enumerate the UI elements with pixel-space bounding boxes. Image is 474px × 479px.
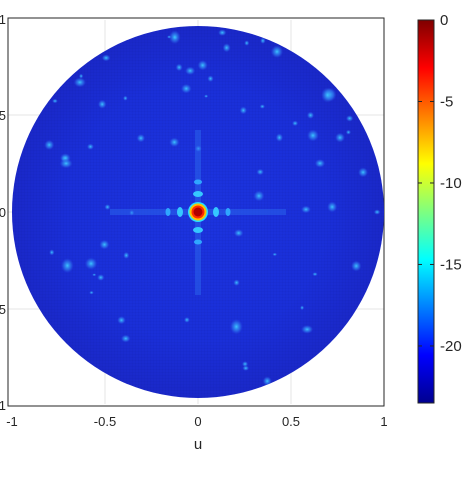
sidelobe-spot <box>351 260 362 272</box>
sidelobe-spot <box>120 334 131 343</box>
sidelobe-spot <box>207 75 214 82</box>
sidelobe-spot <box>314 159 326 168</box>
sidelobe-spot <box>180 83 192 94</box>
sidelobe-spot <box>312 272 318 277</box>
sidelobe-spots <box>44 29 381 386</box>
sidelobe-spot <box>260 37 266 44</box>
sidelobe-spot <box>253 190 265 202</box>
x-tick-label: 0 <box>194 414 201 429</box>
sidelobe-spot <box>241 361 249 367</box>
sidelobe-spot <box>129 209 135 216</box>
sidelobe-spot <box>275 133 284 142</box>
sidelobe-spot <box>345 129 352 135</box>
sidelobe-spot <box>86 143 94 150</box>
sidelobe-spot <box>373 209 381 215</box>
x-axis-label: u <box>194 436 202 453</box>
sidelobe-spot <box>262 376 272 386</box>
y-tick-label: 1 <box>0 398 6 413</box>
y-tick-label: 0 <box>0 205 6 220</box>
colorbar-frame <box>417 19 435 404</box>
x-tick-label: -1 <box>6 414 18 429</box>
sidelobe-spot <box>256 168 264 176</box>
sidelobe-spot <box>84 257 98 270</box>
sidelobe-spot <box>300 305 305 311</box>
sidelobe-spot <box>270 45 284 59</box>
sidelobe-spot <box>259 104 266 109</box>
colorbar-tick-label: -20 <box>440 338 462 355</box>
sidelobe-spot <box>123 251 130 259</box>
sidelobe-spot <box>233 229 244 237</box>
sidelobe-spot <box>101 54 111 62</box>
sidelobe-spot <box>117 316 126 325</box>
sidelobe-spot <box>59 158 73 169</box>
sidelobe-spot <box>99 239 110 250</box>
sidelobe-spot <box>79 73 84 79</box>
sidelobe-spot <box>335 132 345 143</box>
colorbar-tick-label: -15 <box>440 256 462 273</box>
sidelobe-spot <box>358 167 369 178</box>
sidelobe-spot <box>239 106 248 115</box>
sidelobe-spot <box>272 252 278 257</box>
x-tick-label: 0.5 <box>282 414 300 429</box>
x-tick-labels: -1 -0.5 0 0.5 1 <box>6 414 387 429</box>
sidelobe-spot <box>97 274 105 281</box>
colorbar-gradient <box>418 20 434 403</box>
sidelobe-spot <box>97 99 107 109</box>
y-tick-label: 1 <box>0 12 6 27</box>
sidelobe-spot <box>185 66 196 75</box>
main-beam <box>188 202 208 222</box>
sidelobe-spot <box>242 365 250 371</box>
y-tick-label: 5 <box>0 108 6 123</box>
colorbar-ticks: 0 -5 -10 -15 -20 <box>418 12 462 355</box>
colorbar-tick-label: -10 <box>440 175 462 192</box>
sidelobe-spot <box>233 279 240 286</box>
sidelobe-spot <box>321 87 335 103</box>
sidelobe-spot <box>168 30 181 45</box>
sidelobe-spot <box>89 290 94 295</box>
sidelobe-spot <box>61 258 74 274</box>
sidelobe-spot <box>49 249 55 256</box>
sidelobe-spot <box>197 60 208 71</box>
sidelobe-spot <box>306 111 315 119</box>
colorbar: 0 -5 -10 -15 -20 <box>417 12 462 404</box>
colorbar-tick-label: -5 <box>440 93 453 110</box>
x-tick-label: 1 <box>380 414 387 429</box>
sidelobe-spot <box>136 134 146 143</box>
sidelobe-spot <box>345 115 354 122</box>
heatmap <box>12 26 384 398</box>
sidelobe-spot <box>104 204 111 210</box>
sidelobe-spot <box>222 43 231 53</box>
x-tick-label: -0.5 <box>94 414 116 429</box>
sidelobe-spot <box>52 98 58 104</box>
sidelobe-spot <box>92 273 97 277</box>
sidelobe-spot <box>204 94 209 98</box>
sidelobe-spot <box>123 95 128 101</box>
sidelobe-spot <box>307 129 319 142</box>
y-tick-label: 5 <box>0 302 6 317</box>
sidelobe-spot <box>292 120 299 127</box>
sidelobe-spot <box>169 137 180 147</box>
sidelobe-spot <box>244 40 250 46</box>
sidelobe-spot <box>301 325 314 334</box>
sidelobe-spot <box>73 77 86 88</box>
sidelobe-spot <box>327 201 338 213</box>
colorbar-tick-label: 0 <box>440 12 448 29</box>
sidelobe-spot <box>218 29 227 36</box>
sidelobe-spot <box>195 145 202 152</box>
sidelobe-spot <box>183 316 190 323</box>
sidelobe-spot <box>229 319 243 335</box>
sidelobe-spot <box>301 205 311 214</box>
y-tick-labels: 1 5 0 5 1 <box>0 12 6 413</box>
sidelobe-spot <box>44 139 55 150</box>
sidelobe-spot <box>175 63 183 72</box>
